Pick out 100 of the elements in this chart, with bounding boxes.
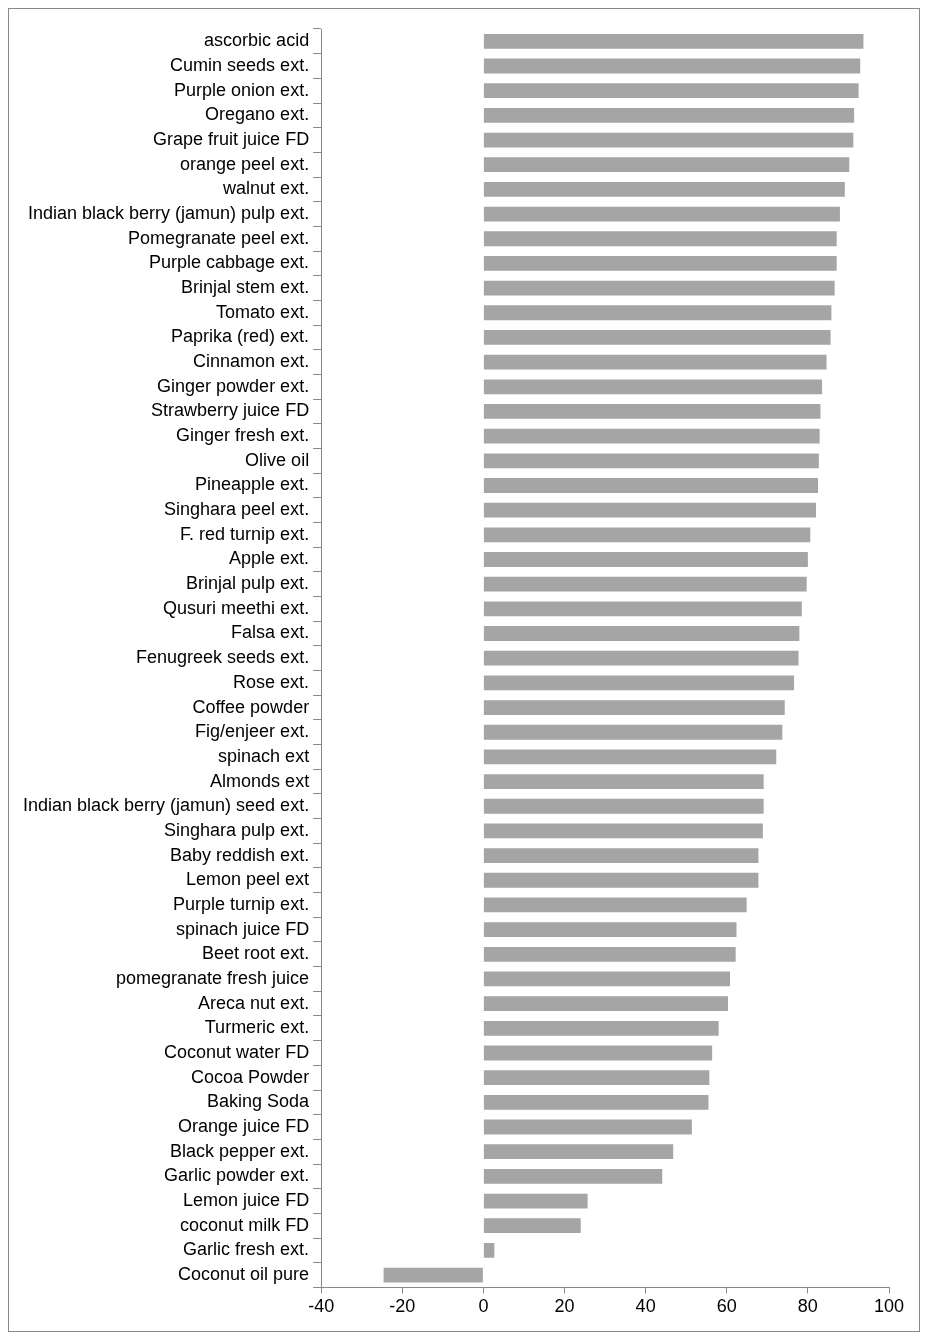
y-tick-label: spinach ext xyxy=(218,745,310,766)
bar xyxy=(483,83,859,99)
bar xyxy=(483,428,820,444)
y-tick-label: Indian black berry (jamun) pulp ext. xyxy=(28,203,310,224)
y-tick-label: coconut milk FD xyxy=(180,1214,310,1235)
bar xyxy=(483,1070,710,1086)
y-tick-label: Garlic powder ext. xyxy=(164,1165,310,1186)
y-tick-label: Coconut water FD xyxy=(164,1041,310,1062)
bar xyxy=(383,1267,483,1283)
x-tick-label: 20 xyxy=(554,1296,575,1317)
bar xyxy=(483,650,799,666)
bar xyxy=(483,1119,692,1135)
bar xyxy=(483,848,759,863)
y-tick-label: Almonds ext xyxy=(210,770,310,791)
x-tick-label: -20 xyxy=(389,1296,416,1317)
bar xyxy=(483,527,811,543)
bar xyxy=(483,1094,709,1110)
bar xyxy=(483,897,747,913)
y-tick-label: Coconut oil pure xyxy=(178,1264,310,1285)
y-tick-label: pomegranate fresh juice xyxy=(116,967,310,988)
y-tick-label: Rose ext. xyxy=(233,671,310,692)
x-tick-label: 0 xyxy=(478,1296,489,1317)
y-tick-label: Turmeric ext. xyxy=(204,1017,310,1038)
y-tick-label: Strawberry juice FD xyxy=(151,400,310,421)
bar xyxy=(483,749,777,765)
y-tick-label: Lemon peel ext xyxy=(186,869,310,890)
bar xyxy=(483,996,728,1012)
y-tick-label: Apple ext. xyxy=(229,548,310,569)
bar xyxy=(483,946,736,962)
bar xyxy=(483,379,823,395)
bar xyxy=(483,1045,713,1061)
y-tick-label: Ginger fresh ext. xyxy=(176,425,310,446)
y-tick-label: Qusuri meethi ext. xyxy=(163,597,310,618)
bar xyxy=(483,601,802,617)
bar xyxy=(483,256,837,271)
bar xyxy=(483,305,832,321)
bar xyxy=(483,1020,719,1036)
y-tick-label: F. red turnip ext. xyxy=(180,523,310,544)
bar xyxy=(483,404,821,419)
x-tick-label: 80 xyxy=(797,1296,818,1317)
y-tick-label: Purple cabbage ext. xyxy=(149,252,310,273)
y-tick-label: Black pepper ext. xyxy=(170,1140,310,1161)
y-tick-label: Cinnamon ext. xyxy=(193,351,310,372)
bar xyxy=(483,132,854,148)
bar xyxy=(483,724,783,740)
y-tick-label: Falsa ext. xyxy=(231,622,310,643)
bar xyxy=(483,453,819,469)
bar xyxy=(483,922,737,938)
y-tick-label: orange peel ext. xyxy=(180,153,310,174)
y-tick-label: Ginger powder ext. xyxy=(157,375,310,396)
bar xyxy=(483,1242,495,1258)
bar xyxy=(483,798,764,814)
y-tick-label: Tomato ext. xyxy=(216,301,310,322)
bar xyxy=(483,552,808,567)
y-tick-label: Cocoa Powder xyxy=(191,1066,310,1087)
y-tick-label: spinach juice FD xyxy=(176,918,310,939)
bar xyxy=(483,478,819,493)
bar xyxy=(483,280,835,296)
y-tick-label: Brinjal pulp ext. xyxy=(186,573,310,594)
bar xyxy=(483,354,827,370)
bar xyxy=(483,872,759,888)
bar xyxy=(483,206,840,222)
y-tick-label: Grape fruit juice FD xyxy=(153,129,310,149)
y-tick-label: Purple turnip ext. xyxy=(173,893,310,914)
bar xyxy=(483,181,845,197)
y-tick-label: Lemon juice FD xyxy=(183,1190,310,1211)
y-tick-label: Singhara peel ext. xyxy=(164,499,310,520)
y-tick-label: Pineapple ext. xyxy=(195,474,310,495)
bar xyxy=(483,330,831,345)
y-tick-label: Brinjal stem ext. xyxy=(181,277,310,298)
y-tick-label: Orange juice FD xyxy=(178,1115,310,1136)
bar xyxy=(483,576,807,592)
y-tick-label: ascorbic acid xyxy=(204,30,310,51)
y-tick-label: Fig/enjeer ext. xyxy=(195,721,310,742)
y-tick-label: Baking Soda xyxy=(207,1091,311,1112)
bar xyxy=(483,626,800,641)
x-tick-label: 60 xyxy=(716,1296,737,1317)
bar xyxy=(483,502,816,518)
y-tick-label: Garlic fresh ext. xyxy=(183,1239,310,1260)
y-tick-label: Pomegranate peel ext. xyxy=(128,227,310,248)
bar xyxy=(483,700,785,715)
x-tick-label: 100 xyxy=(873,1296,905,1317)
y-tick-label: Purple onion ext. xyxy=(174,79,310,100)
bar xyxy=(483,157,850,173)
bar xyxy=(483,1193,588,1209)
bar xyxy=(483,971,730,987)
y-tick-label: Areca nut ext. xyxy=(198,992,310,1013)
bar xyxy=(483,58,861,74)
y-tick-label: Oregano ext. xyxy=(205,104,310,125)
bar xyxy=(483,1168,663,1184)
y-tick-label: Olive oil xyxy=(245,449,310,470)
y-tick-label: walnut ext. xyxy=(222,178,310,199)
bar xyxy=(483,675,795,691)
bar xyxy=(483,33,864,49)
y-tick-label: Coffee powder xyxy=(192,696,310,717)
bar xyxy=(483,1218,581,1234)
y-tick-label: Singhara pulp ext. xyxy=(164,819,310,840)
y-tick-label: Beet root ext. xyxy=(202,943,310,964)
bar xyxy=(483,774,764,789)
y-tick-label: Paprika (red) ext. xyxy=(171,326,310,347)
